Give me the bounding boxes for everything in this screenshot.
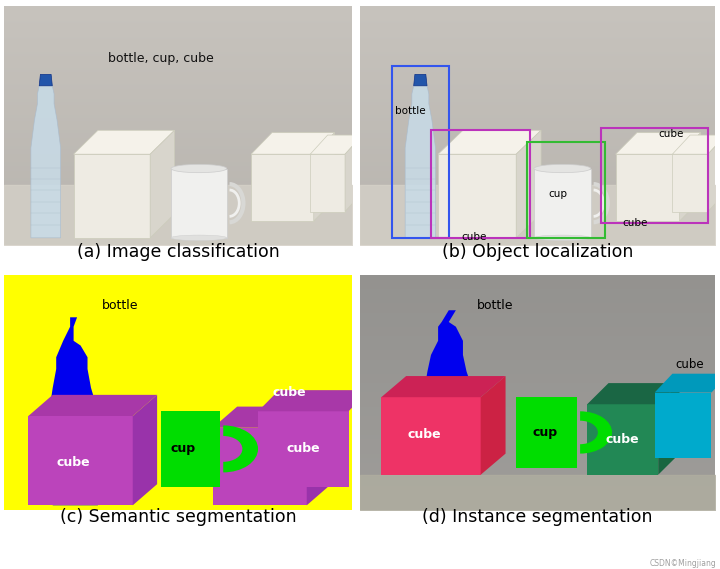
Text: cube: cube: [407, 428, 441, 442]
Polygon shape: [28, 395, 157, 416]
Polygon shape: [310, 135, 362, 154]
Bar: [527, 142, 605, 238]
Polygon shape: [307, 407, 331, 505]
Polygon shape: [258, 411, 348, 486]
Text: cube: cube: [676, 358, 704, 371]
Text: cup: cup: [171, 443, 196, 455]
Text: CSDN©Mingjiang: CSDN©Mingjiang: [649, 559, 716, 568]
Wedge shape: [580, 411, 612, 453]
Polygon shape: [481, 376, 505, 475]
Polygon shape: [28, 416, 132, 505]
Polygon shape: [654, 374, 720, 393]
Polygon shape: [49, 318, 98, 505]
Bar: [73, 154, 150, 238]
Text: cube: cube: [658, 130, 683, 139]
Polygon shape: [314, 133, 335, 221]
Ellipse shape: [534, 164, 590, 172]
Text: (b) Object localization: (b) Object localization: [442, 243, 633, 261]
Polygon shape: [680, 133, 701, 221]
Bar: [251, 154, 314, 221]
Polygon shape: [588, 383, 680, 404]
Bar: [516, 397, 577, 468]
Text: (c) Semantic segmentation: (c) Semantic segmentation: [60, 508, 297, 526]
Text: cube: cube: [287, 443, 320, 455]
Text: (d) Instance segmentation: (d) Instance segmentation: [422, 508, 653, 526]
Bar: [616, 154, 680, 221]
Polygon shape: [31, 86, 60, 238]
Polygon shape: [405, 86, 436, 238]
Ellipse shape: [171, 235, 227, 241]
Polygon shape: [213, 407, 331, 428]
Bar: [672, 154, 708, 212]
Polygon shape: [672, 135, 720, 154]
Bar: [310, 154, 345, 212]
Text: cube: cube: [57, 456, 91, 469]
Polygon shape: [654, 393, 711, 458]
Polygon shape: [213, 428, 307, 505]
Polygon shape: [150, 130, 174, 238]
Text: cube: cube: [273, 386, 306, 399]
Text: bottle: bottle: [395, 106, 426, 116]
Bar: [534, 168, 590, 238]
Polygon shape: [414, 75, 427, 86]
Polygon shape: [658, 383, 680, 475]
Polygon shape: [251, 133, 335, 154]
Polygon shape: [438, 130, 541, 154]
Polygon shape: [132, 395, 157, 505]
Text: bottle: bottle: [477, 299, 513, 312]
Ellipse shape: [534, 235, 590, 241]
Polygon shape: [588, 404, 658, 475]
Polygon shape: [382, 397, 481, 475]
Polygon shape: [708, 135, 720, 212]
Bar: [161, 411, 220, 486]
Text: cube: cube: [606, 433, 639, 446]
Polygon shape: [516, 130, 541, 238]
Bar: [438, 154, 516, 238]
Bar: [431, 130, 531, 238]
Polygon shape: [39, 75, 53, 86]
Text: (a) Image classification: (a) Image classification: [76, 243, 279, 261]
Text: cup: cup: [548, 189, 567, 199]
Ellipse shape: [171, 164, 227, 172]
Bar: [392, 66, 449, 238]
Polygon shape: [258, 390, 369, 411]
Text: cup: cup: [532, 426, 557, 439]
Bar: [601, 128, 708, 224]
Text: bottle, cup, cube: bottle, cup, cube: [108, 52, 213, 65]
Polygon shape: [382, 376, 505, 397]
Wedge shape: [223, 426, 258, 472]
Text: cube: cube: [623, 218, 648, 228]
Text: cube: cube: [461, 232, 486, 242]
Polygon shape: [73, 130, 174, 154]
Polygon shape: [424, 310, 474, 475]
Text: bottle: bottle: [102, 299, 138, 312]
Polygon shape: [345, 135, 362, 212]
Bar: [171, 168, 227, 238]
Polygon shape: [616, 133, 701, 154]
